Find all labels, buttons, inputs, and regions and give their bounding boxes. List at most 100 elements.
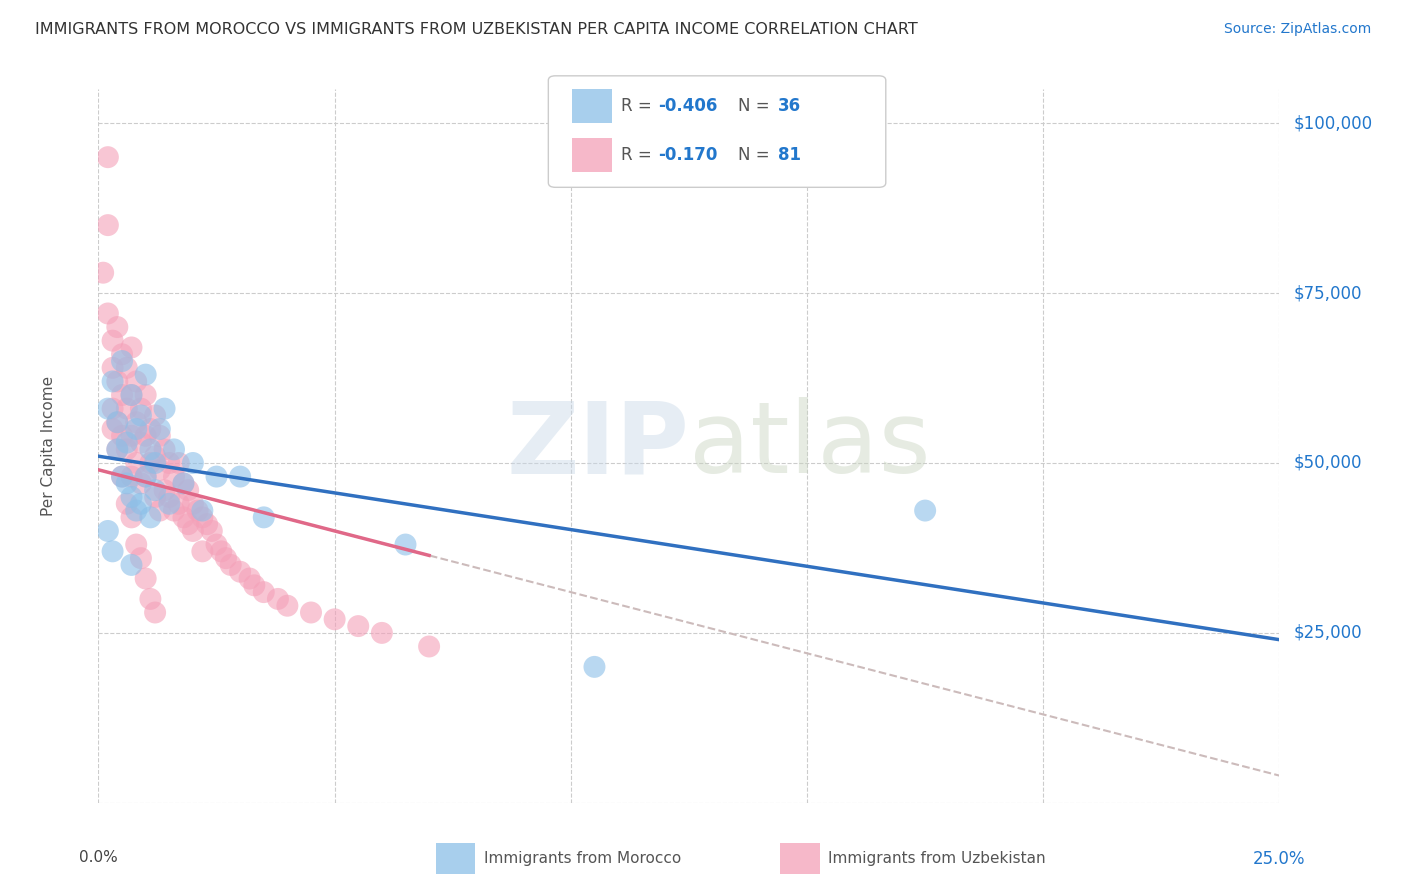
Point [129, 409, 152, 423]
Point [191, 510, 214, 524]
Text: atlas: atlas [689, 398, 931, 494]
Point [115, 435, 138, 450]
Point [153, 442, 176, 457]
Point [583, 660, 606, 674]
Point [125, 422, 148, 436]
Point [111, 347, 134, 361]
Point [121, 469, 143, 483]
Point [101, 375, 124, 389]
Point [105, 415, 128, 429]
Text: 25.0%: 25.0% [1253, 850, 1306, 869]
Point [215, 551, 238, 566]
Point [139, 442, 162, 457]
Point [97, 306, 120, 320]
Point [167, 456, 190, 470]
Point [97, 150, 120, 164]
Point [139, 510, 162, 524]
Point [157, 497, 180, 511]
Point [125, 415, 148, 429]
Point [143, 490, 166, 504]
Point [139, 422, 162, 436]
Point [205, 469, 228, 483]
Point [914, 503, 936, 517]
Point [149, 503, 172, 517]
Point [115, 442, 138, 457]
Text: 36: 36 [778, 96, 800, 115]
Point [181, 524, 204, 538]
Point [163, 503, 186, 517]
Point [105, 442, 128, 457]
Point [121, 490, 143, 504]
Point [143, 456, 166, 470]
Point [172, 476, 194, 491]
Text: $25,000: $25,000 [1294, 624, 1362, 642]
Point [115, 497, 138, 511]
Text: -0.170: -0.170 [658, 146, 717, 164]
Point [181, 497, 204, 511]
Point [97, 218, 120, 232]
Point [243, 578, 266, 592]
Point [239, 572, 262, 586]
Point [205, 537, 228, 551]
Point [121, 429, 143, 443]
Point [177, 483, 200, 498]
Text: Source: ZipAtlas.com: Source: ZipAtlas.com [1223, 22, 1371, 37]
Text: 81: 81 [778, 146, 800, 164]
Point [229, 565, 252, 579]
Point [135, 572, 157, 586]
Point [125, 456, 148, 470]
Point [121, 510, 143, 524]
Point [201, 524, 224, 538]
Point [187, 503, 209, 517]
Text: Per Capita Income: Per Capita Income [41, 376, 56, 516]
Text: $100,000: $100,000 [1294, 114, 1372, 132]
Point [163, 469, 186, 483]
Text: 0.0%: 0.0% [79, 850, 118, 865]
Point [111, 469, 134, 483]
Point [394, 537, 416, 551]
Point [135, 469, 157, 483]
Point [105, 415, 128, 429]
Point [229, 469, 252, 483]
Point [157, 490, 180, 504]
Point [191, 544, 214, 558]
Text: $75,000: $75,000 [1294, 284, 1362, 302]
Point [121, 388, 143, 402]
Point [323, 612, 346, 626]
Text: N =: N = [738, 96, 775, 115]
Point [125, 537, 148, 551]
Point [111, 469, 134, 483]
Point [149, 463, 172, 477]
Point [101, 334, 124, 348]
Point [115, 360, 138, 375]
Text: R =: R = [621, 96, 658, 115]
Point [139, 456, 162, 470]
Point [209, 544, 232, 558]
Point [125, 375, 148, 389]
Point [347, 619, 370, 633]
Point [143, 606, 166, 620]
Point [101, 544, 124, 558]
Point [129, 476, 152, 491]
Point [172, 476, 194, 491]
Point [135, 469, 157, 483]
Point [91, 266, 114, 280]
Point [143, 483, 166, 498]
Point [97, 401, 120, 416]
Point [105, 375, 128, 389]
Text: $50,000: $50,000 [1294, 454, 1362, 472]
Point [135, 388, 157, 402]
Point [101, 422, 124, 436]
Point [167, 497, 190, 511]
Point [163, 442, 186, 457]
Text: Immigrants from Morocco: Immigrants from Morocco [484, 852, 681, 866]
Point [111, 388, 134, 402]
Point [191, 503, 214, 517]
Point [143, 449, 166, 463]
Text: ZIP: ZIP [506, 398, 689, 494]
Point [129, 551, 152, 566]
Point [121, 388, 143, 402]
Point [115, 401, 138, 416]
Point [253, 585, 276, 599]
Point [135, 368, 157, 382]
